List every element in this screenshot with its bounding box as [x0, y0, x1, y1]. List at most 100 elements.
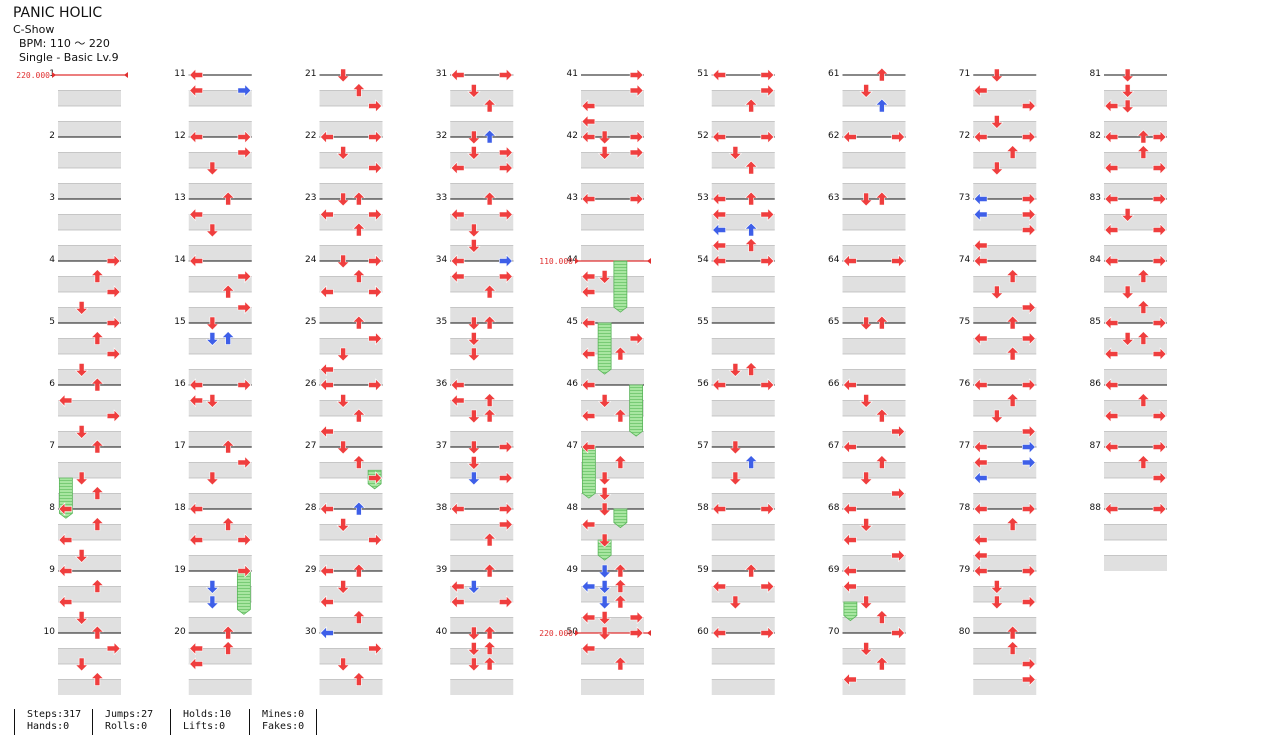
measure-number: 75	[959, 317, 970, 327]
arrow-left-icon	[973, 192, 988, 206]
bpm-label: 220.000	[539, 629, 573, 638]
arrow-down-icon	[467, 642, 481, 656]
measure-grid: 1234567891011121314151617181920212223242…	[44, 69, 1167, 695]
arrow-left-icon	[1104, 223, 1119, 237]
measure-number: 37	[436, 441, 447, 451]
beat-band	[973, 152, 1037, 168]
arrow-left-icon	[581, 641, 596, 656]
arrow-up-icon	[744, 455, 758, 469]
arrow-down-icon	[597, 611, 612, 625]
arrow-up-icon	[613, 455, 628, 469]
bpm-marker-icon	[124, 72, 128, 78]
arrow-right-icon	[1152, 502, 1167, 516]
beat-band	[319, 121, 383, 137]
measure-number: 81	[1090, 69, 1101, 79]
beat-band	[842, 400, 906, 416]
stat-fakes: Fakes:0	[262, 721, 305, 732]
measure-number: 18	[174, 503, 186, 513]
arrow-left-icon	[973, 548, 988, 563]
arrow-left-icon	[581, 316, 596, 330]
arrow-left-icon	[1104, 409, 1119, 423]
beat-band	[188, 679, 252, 695]
arrow-up-icon	[482, 129, 497, 144]
beat-band	[188, 524, 252, 540]
beat-band	[1104, 307, 1167, 323]
arrow-up-icon	[90, 517, 105, 531]
arrow-right-icon	[1022, 672, 1036, 687]
arrow-left-icon	[973, 207, 988, 222]
arrow-down-icon	[467, 239, 481, 253]
beat-band	[319, 214, 383, 230]
arrow-down-icon	[74, 301, 89, 315]
measure-number: 10	[44, 627, 56, 637]
beat-band	[711, 555, 775, 571]
beat-band	[319, 338, 383, 354]
measure-number: 39	[436, 565, 448, 575]
arrow-up-icon	[482, 393, 497, 407]
arrow-down-icon	[467, 471, 481, 486]
arrow-down-icon	[990, 580, 1004, 594]
arrow-up-icon	[352, 501, 366, 516]
arrow-up-icon	[875, 315, 889, 330]
beat-band	[842, 152, 906, 168]
beat-band	[188, 90, 252, 106]
bpm-marker-icon	[647, 258, 651, 264]
arrow-right-icon	[1152, 223, 1167, 237]
measure-number: 9	[49, 565, 55, 575]
measure-number: 55	[697, 317, 708, 327]
arrow-up-icon	[744, 160, 758, 175]
arrow-right-icon	[891, 254, 906, 268]
arrow-down-icon	[336, 580, 350, 594]
measure-number: 38	[436, 503, 448, 513]
beat-band	[188, 617, 252, 633]
arrow-down-icon	[336, 657, 350, 672]
measure-number: 30	[305, 627, 317, 637]
arrow-left-icon	[973, 83, 988, 98]
stat-divider	[316, 709, 317, 735]
beat-band	[188, 214, 252, 230]
beat-band	[58, 617, 121, 633]
beat-band	[973, 338, 1037, 354]
arrow-right-icon	[1022, 207, 1036, 222]
arrow-left-icon	[581, 269, 596, 284]
beat-band	[1104, 152, 1167, 168]
arrow-left-icon	[581, 114, 596, 129]
arrow-down-icon	[990, 68, 1004, 83]
arrow-down-icon	[990, 595, 1004, 610]
arrow-up-icon	[613, 579, 628, 593]
arrow-down-icon	[467, 347, 481, 362]
arrow-left-icon	[712, 254, 726, 268]
arrow-left-icon	[58, 393, 73, 408]
song-header: PANIC HOLIC C-Show BPM: 110 ～ 220 Single…	[13, 6, 119, 63]
arrow-down-icon	[205, 580, 220, 594]
arrow-down-icon	[336, 192, 350, 207]
arrow-left-icon	[319, 424, 334, 439]
measure-number: 76	[959, 379, 971, 389]
beat-band	[711, 369, 775, 385]
beat-band	[58, 555, 121, 571]
arrow-right-icon	[237, 378, 252, 392]
arrow-right-icon	[1022, 440, 1036, 454]
beat-band	[973, 276, 1037, 292]
beat-band	[58, 245, 121, 261]
beat-band	[581, 462, 644, 478]
arrow-up-icon	[482, 532, 497, 547]
arrow-up-icon	[1005, 641, 1020, 655]
measure-number: 4	[49, 255, 55, 265]
measure-number: 24	[305, 255, 317, 265]
beat-band	[581, 524, 644, 540]
arrow-up-icon	[482, 191, 497, 206]
measure-number: 5	[49, 317, 55, 327]
beat-band	[319, 431, 383, 447]
beat-band	[450, 462, 514, 478]
measure-number: 64	[828, 255, 840, 265]
arrow-right-icon	[499, 68, 513, 82]
arrow-left-icon	[973, 502, 988, 516]
measure-number: 15	[174, 317, 185, 327]
measure-number: 74	[959, 255, 971, 265]
arrow-left-icon	[973, 378, 988, 392]
arrow-right-icon	[760, 207, 775, 222]
beat-band	[1104, 338, 1167, 354]
chart-stats: Steps:317 Hands:0 Jumps:27 Rolls:0 Holds…	[14, 709, 317, 735]
arrow-left-icon	[842, 672, 857, 687]
